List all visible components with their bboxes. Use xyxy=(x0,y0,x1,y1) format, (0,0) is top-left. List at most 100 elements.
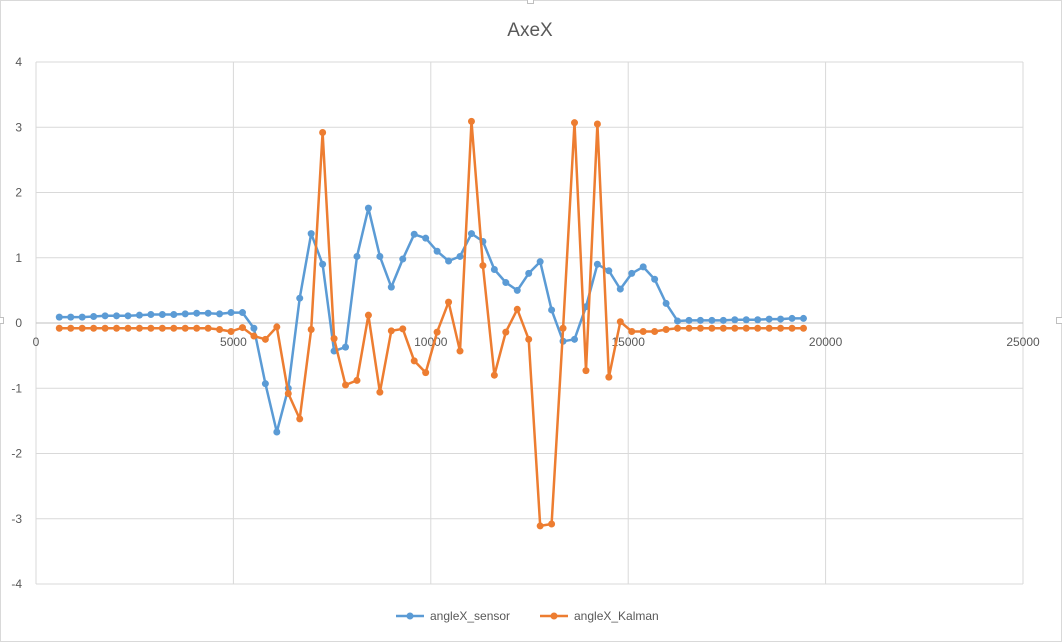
data-point xyxy=(696,324,704,332)
data-point xyxy=(67,324,75,332)
data-point xyxy=(765,315,773,323)
data-point xyxy=(55,324,63,332)
data-point xyxy=(90,312,98,320)
data-point xyxy=(330,335,338,343)
data-point xyxy=(467,117,475,125)
data-point xyxy=(788,314,796,322)
data-point xyxy=(67,313,75,321)
data-point xyxy=(422,369,430,377)
data-point xyxy=(227,309,235,317)
data-point xyxy=(181,310,189,318)
data-point xyxy=(78,324,86,332)
data-series xyxy=(55,117,807,530)
data-point xyxy=(628,269,636,277)
legend-swatch-marker xyxy=(550,612,558,620)
data-point xyxy=(731,324,739,332)
data-point xyxy=(502,279,510,287)
data-point xyxy=(605,267,613,275)
y-tick-label: 2 xyxy=(15,186,22,200)
resize-handle-top[interactable] xyxy=(527,0,534,4)
data-point xyxy=(754,324,762,332)
data-point xyxy=(78,313,86,321)
y-tick-label: -2 xyxy=(11,447,22,461)
data-point xyxy=(731,316,739,324)
data-point xyxy=(616,285,624,293)
data-point xyxy=(113,312,121,320)
data-point xyxy=(273,428,281,436)
data-point xyxy=(250,324,258,332)
data-point xyxy=(674,324,682,332)
data-point xyxy=(135,324,143,332)
data-point xyxy=(765,324,773,332)
data-point xyxy=(101,324,109,332)
data-point xyxy=(708,316,716,324)
data-point xyxy=(387,327,395,335)
data-point xyxy=(158,311,166,319)
x-tick-label: 15000 xyxy=(612,335,646,349)
data-point xyxy=(559,324,567,332)
data-point xyxy=(135,311,143,319)
data-point xyxy=(376,388,384,396)
data-point xyxy=(284,389,292,397)
data-point xyxy=(696,316,704,324)
legend-label: angleX_Kalman xyxy=(574,609,659,623)
data-point xyxy=(124,312,132,320)
data-point xyxy=(685,316,693,324)
data-point xyxy=(719,324,727,332)
x-tick-label: 25000 xyxy=(1006,335,1040,349)
data-point xyxy=(55,313,63,321)
y-tick-label: -1 xyxy=(11,381,22,395)
data-point xyxy=(410,357,418,365)
data-point xyxy=(502,328,510,336)
data-point xyxy=(273,323,281,331)
data-point xyxy=(479,262,487,270)
data-point xyxy=(261,335,269,343)
x-tick-label: 0 xyxy=(33,335,40,349)
y-tick-label: -4 xyxy=(11,577,22,591)
data-point xyxy=(639,327,647,335)
resize-handle-right[interactable] xyxy=(1056,317,1062,324)
data-point xyxy=(719,316,727,324)
data-point xyxy=(307,230,315,238)
data-point xyxy=(376,252,384,260)
legend: angleX_sensor angleX_Kalman xyxy=(396,609,659,623)
data-point xyxy=(456,252,464,260)
data-point xyxy=(204,324,212,332)
resize-handle-left[interactable] xyxy=(0,317,4,324)
data-point xyxy=(525,269,533,277)
data-point xyxy=(227,327,235,335)
data-point xyxy=(467,230,475,238)
data-point xyxy=(593,260,601,268)
data-point xyxy=(708,324,716,332)
data-point xyxy=(113,324,121,332)
data-point xyxy=(445,257,453,265)
data-point xyxy=(616,318,624,326)
data-point xyxy=(754,316,762,324)
data-point xyxy=(238,309,246,317)
data-point xyxy=(662,299,670,307)
data-point xyxy=(158,324,166,332)
data-point xyxy=(628,327,636,335)
data-point xyxy=(571,119,579,127)
data-point xyxy=(193,309,201,317)
data-point xyxy=(399,325,407,333)
data-point xyxy=(170,324,178,332)
data-point xyxy=(433,247,441,255)
legend-label: angleX_sensor xyxy=(430,609,510,623)
y-tick-label: 4 xyxy=(15,55,22,69)
data-point xyxy=(387,283,395,291)
data-point xyxy=(799,314,807,322)
data-point xyxy=(777,315,785,323)
data-point xyxy=(353,252,361,260)
y-tick-label: 1 xyxy=(15,251,22,265)
data-point xyxy=(639,263,647,271)
data-point xyxy=(353,376,361,384)
y-tick-label: -3 xyxy=(11,512,22,526)
data-point xyxy=(101,312,109,320)
data-point xyxy=(342,381,350,389)
data-point xyxy=(296,294,304,302)
data-point xyxy=(399,255,407,263)
legend-swatch-marker xyxy=(406,612,414,620)
data-point xyxy=(319,260,327,268)
